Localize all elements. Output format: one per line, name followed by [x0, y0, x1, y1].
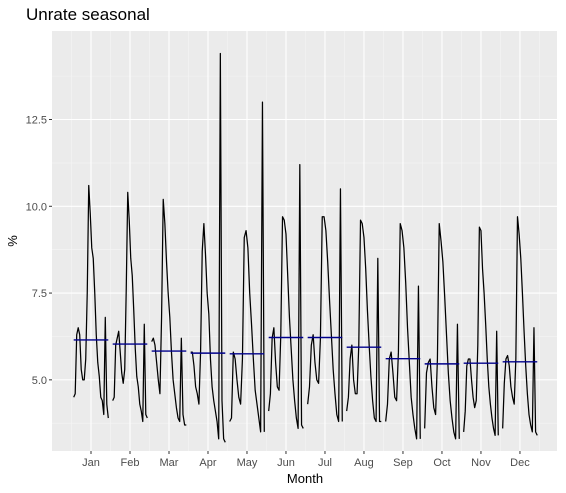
- x-tick-label: Jan: [82, 457, 100, 469]
- x-tick-label: Aug: [354, 457, 374, 469]
- month-series-jun: [268, 164, 304, 430]
- x-axis-title: Month: [287, 471, 323, 486]
- x-axis: Jan Feb Mar Apr May Jun Jul Aug Sep Oct Nov Dec: [82, 451, 530, 469]
- y-axis-title: %: [5, 235, 20, 247]
- series-layer: [73, 52, 538, 443]
- y-tick-label: 10.0: [26, 201, 47, 213]
- x-tick-label: Nov: [471, 457, 491, 469]
- month-series-feb: [112, 191, 148, 423]
- x-tick-label: May: [237, 457, 258, 469]
- x-tick-label: Jun: [277, 457, 295, 469]
- x-tick-label: Sep: [393, 457, 413, 469]
- x-tick-label: Feb: [121, 457, 140, 469]
- x-tick-label: Jul: [318, 457, 332, 469]
- month-series-may: [229, 101, 265, 433]
- y-tick-label: 5.0: [32, 375, 47, 387]
- y-tick-label: 7.5: [32, 288, 47, 300]
- grid-minor: [52, 31, 557, 451]
- month-series-aug: [346, 219, 382, 423]
- x-tick-label: Dec: [510, 457, 530, 469]
- y-axis: 5.0 7.5 10.0 12.5: [26, 115, 52, 387]
- y-tick-label: 12.5: [26, 115, 47, 127]
- month-series-jan: [73, 184, 109, 419]
- chart-title: Unrate seasonal: [26, 5, 150, 24]
- x-tick-label: Apr: [199, 457, 216, 469]
- month-series-dec: [502, 216, 538, 436]
- month-series-jul: [307, 188, 343, 423]
- plot-panel: [52, 31, 557, 451]
- month-series-apr: [190, 52, 226, 443]
- month-series-sep: [385, 223, 421, 440]
- x-tick-label: Oct: [433, 457, 450, 469]
- month-series-nov: [463, 226, 499, 437]
- month-series-mar: [151, 198, 187, 426]
- mean-layer: [73, 336, 538, 365]
- x-tick-label: Mar: [160, 457, 179, 469]
